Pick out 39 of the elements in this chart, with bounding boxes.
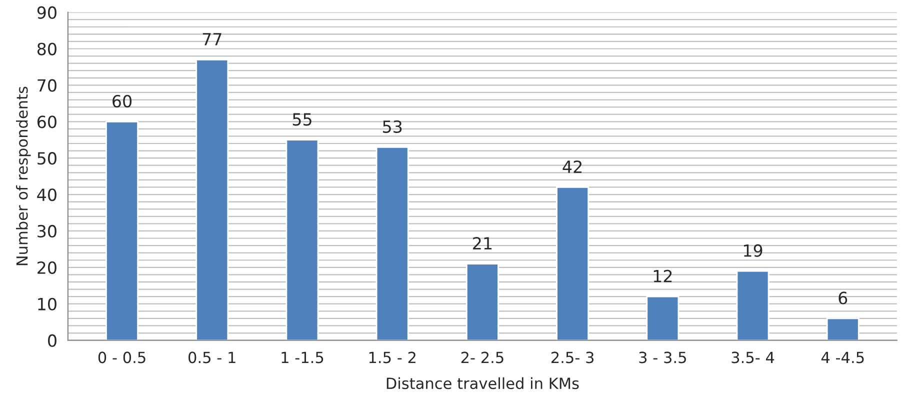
x-tick-label: 0.5 - 1 [188, 352, 236, 364]
data-label: 6 [838, 292, 848, 304]
y-tick-label: 50 [38, 152, 56, 165]
x-tick-label: 2- 2.5 [461, 352, 504, 364]
y-tick-label: 0 [48, 334, 56, 347]
data-label: 60 [112, 94, 132, 108]
bar [376, 146, 409, 340]
x-tick-label: 2.5- 3 [551, 352, 594, 364]
bar [556, 186, 590, 340]
bar [736, 270, 770, 340]
y-tick-label: 40 [37, 188, 56, 202]
bar [196, 58, 229, 340]
data-label: 55 [292, 113, 312, 126]
y-tick-label: 20 [38, 261, 56, 274]
data-label: 42 [562, 160, 582, 173]
y-tick-label: 10 [38, 298, 56, 310]
bar [646, 296, 680, 340]
bar [106, 120, 138, 340]
x-tick-label: 0 - 0.5 [98, 352, 146, 364]
x-tick-label: 3 - 3.5 [639, 352, 686, 364]
data-label: 12 [654, 270, 672, 282]
data-label: 19 [744, 244, 762, 257]
x-tick-label: 1.5 - 2 [369, 352, 416, 364]
bar [826, 318, 860, 340]
y-tick-label: 60 [37, 116, 56, 128]
y-axis-title: Number of respondents [16, 86, 31, 266]
y-tick-label: 80 [37, 42, 56, 56]
x-tick-label: 4 -4.5 [821, 352, 864, 364]
data-label: 21 [473, 236, 492, 250]
bar [466, 263, 499, 340]
bar [286, 139, 319, 340]
x-axis-title: Distance travelled in KMs [386, 377, 579, 390]
data-label: 53 [383, 120, 402, 133]
x-tick-label: 3.5- 4 [732, 352, 774, 364]
y-tick-label: 90 [37, 6, 56, 19]
y-tick-label: 30 [38, 224, 56, 238]
data-label: 77 [202, 33, 222, 46]
x-tick-label: 1 -1.5 [282, 352, 324, 364]
y-tick-label: 70 [38, 79, 56, 92]
